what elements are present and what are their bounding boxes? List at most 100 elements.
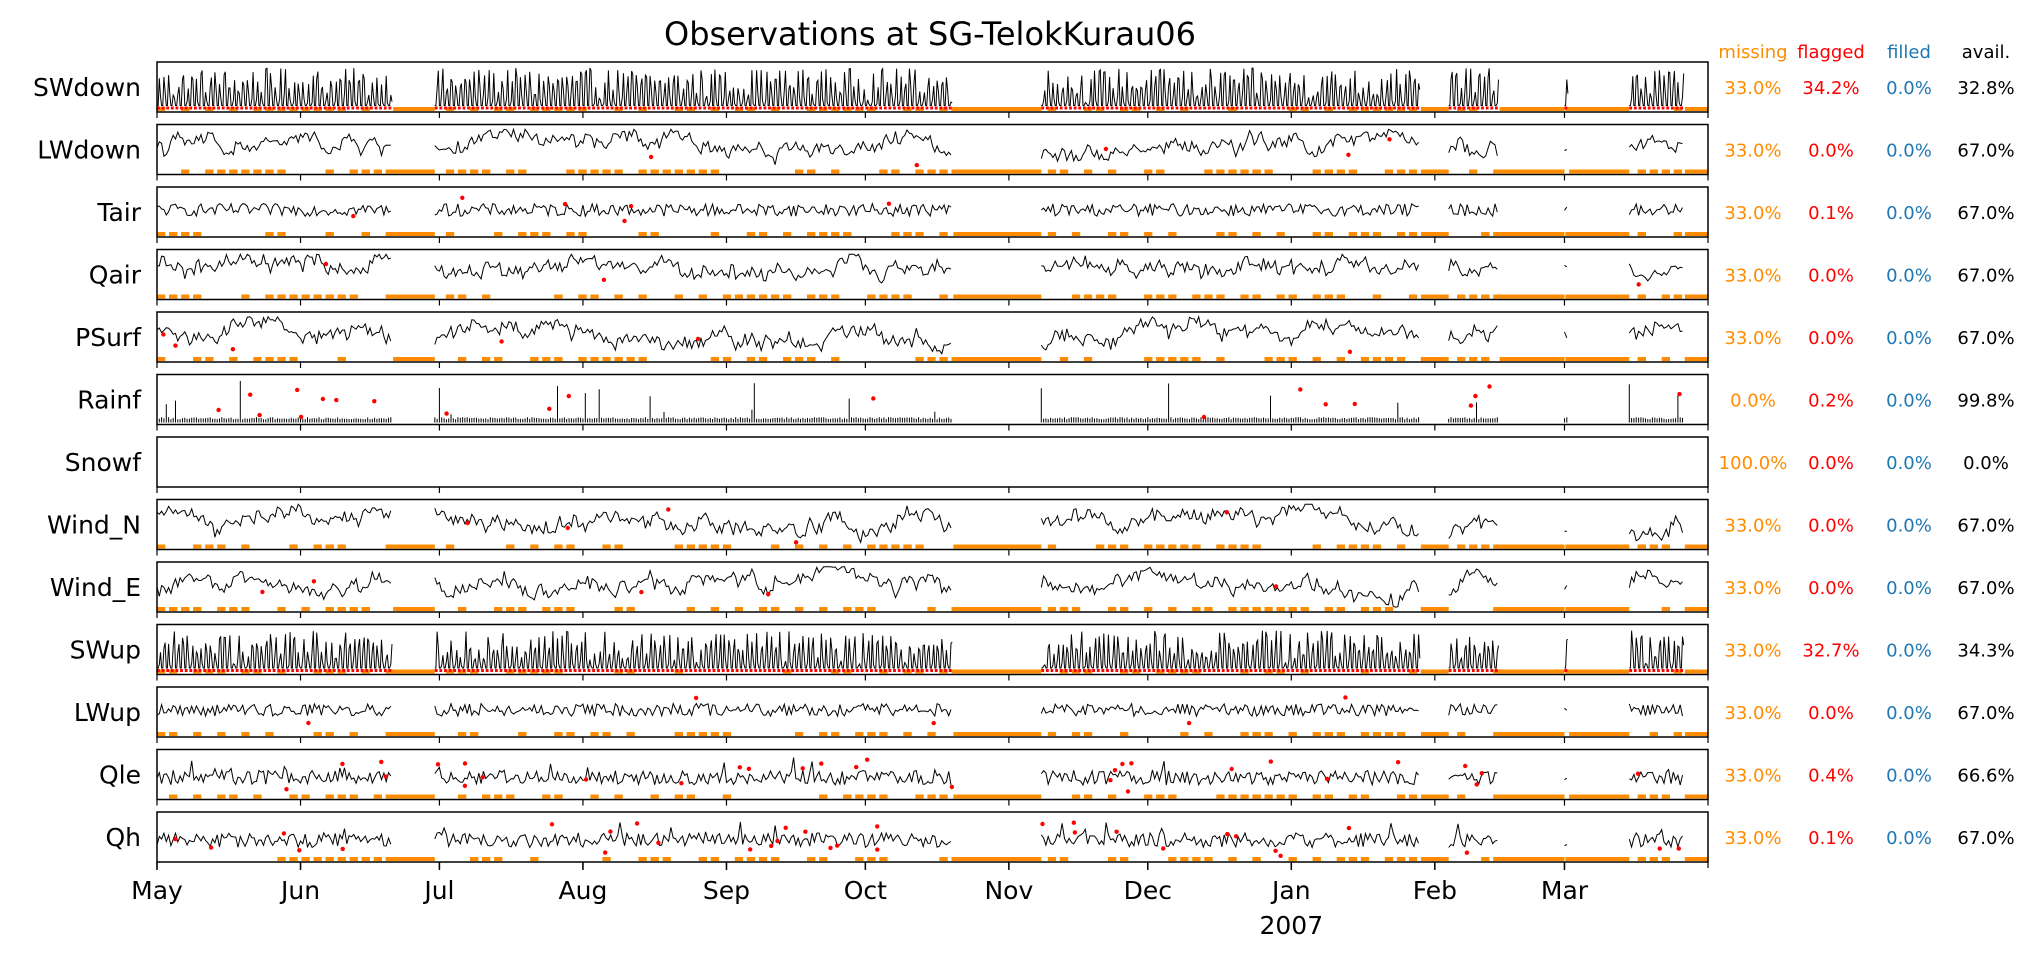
row-label-swup: SWup xyxy=(70,636,141,665)
flagged-point xyxy=(1125,789,1131,794)
row-label-psurf: PSurf xyxy=(75,323,142,352)
stat-flagged: 0.0% xyxy=(1808,516,1854,537)
row-label-swdown: SWdown xyxy=(33,73,141,102)
flagged-point xyxy=(871,396,876,401)
stat-avail: 66.6% xyxy=(1957,766,2014,787)
flagged-point xyxy=(1278,853,1283,858)
flagged-point xyxy=(340,846,345,852)
flagged-point xyxy=(1474,782,1479,787)
flagged-point xyxy=(340,761,345,767)
flagged-point xyxy=(161,332,166,337)
stat-filled: 0.0% xyxy=(1886,828,1932,849)
flagged-point xyxy=(1229,766,1234,772)
row-label-rainf: Rainf xyxy=(77,386,142,415)
series-line-wind-n xyxy=(156,503,1683,545)
row-label-wind-e: Wind_E xyxy=(50,573,141,602)
flagged-point xyxy=(281,831,287,836)
header-flagged: flagged xyxy=(1797,42,1865,63)
panel-frame xyxy=(156,748,1709,801)
flagged-point xyxy=(1224,509,1229,515)
panel-frame xyxy=(156,436,1709,488)
flagged-point xyxy=(783,825,788,830)
flagged-point xyxy=(1108,778,1113,783)
panel-frame xyxy=(156,498,1709,551)
flagged-point xyxy=(284,787,289,792)
flagged-point xyxy=(173,343,178,348)
x-year-label: 2007 xyxy=(1260,911,1324,940)
flagged-point xyxy=(295,387,300,393)
flagged-point xyxy=(800,766,805,771)
panel-wind-e: Wind_E 33.0% 0.0% 0.0% 67.0% xyxy=(50,561,2015,618)
flagged-point xyxy=(260,589,265,595)
flagged-point xyxy=(435,762,441,767)
flagged-point xyxy=(320,396,326,402)
stat-flagged: 0.0% xyxy=(1808,453,1854,474)
panel-lwdown: LWdown 33.0% 0.0% 0.0% 67.0% xyxy=(37,123,2015,181)
flagged-point xyxy=(216,407,221,413)
flagged-point xyxy=(1636,282,1641,287)
panel-frame xyxy=(156,623,1709,676)
stat-avail: 67.0% xyxy=(1957,266,2014,287)
flagged-point xyxy=(383,774,389,779)
x-tick-label: Dec xyxy=(1124,876,1172,905)
stat-flagged: 0.0% xyxy=(1808,141,1854,162)
stat-flagged: 0.2% xyxy=(1808,391,1854,412)
stat-flagged: 0.0% xyxy=(1808,328,1854,349)
series-line-rainf xyxy=(156,380,1683,423)
flagged-point xyxy=(1473,393,1478,399)
flagged-point xyxy=(298,414,304,420)
stat-avail: 67.0% xyxy=(1957,516,2014,537)
panel-swdown: SWdown 33.0% 34.2% 0.0% 32.8% xyxy=(33,61,2015,118)
flagged-point xyxy=(1635,771,1641,776)
series-line-qh xyxy=(156,821,1683,850)
stat-missing: 33.0% xyxy=(1724,766,1781,787)
panel-frame xyxy=(156,561,1709,613)
flagged-point xyxy=(1346,152,1351,157)
flagged-point xyxy=(748,847,753,852)
flagged-point xyxy=(248,392,253,397)
panel-swup: SWup 33.0% 32.7% 0.0% 34.3% xyxy=(70,623,2015,681)
stat-filled: 0.0% xyxy=(1886,578,1932,599)
series-line-swup xyxy=(157,630,1685,669)
panels: SWdown 33.0% 34.2% 0.0% 32.8% LWdown 33.0% 0.0%… xyxy=(33,61,2015,868)
flagged-point xyxy=(1233,834,1239,839)
stat-missing: 33.0% xyxy=(1724,703,1781,724)
stat-filled: 0.0% xyxy=(1886,766,1932,787)
panel-psurf: PSurf 33.0% 0.0% 0.0% 67.0% xyxy=(75,311,2015,368)
stat-filled: 0.0% xyxy=(1886,453,1932,474)
flagged-point xyxy=(480,775,485,780)
x-tick-label: Feb xyxy=(1413,876,1457,905)
stat-avail: 67.0% xyxy=(1957,828,2014,849)
panel-qle: Qle 33.0% 0.4% 0.0% 66.6% xyxy=(99,748,2015,806)
panel-frame xyxy=(156,61,1709,113)
flagged-point xyxy=(1273,584,1279,589)
x-tick-label: Mar xyxy=(1541,876,1589,905)
flagged-point xyxy=(465,520,470,526)
flagged-point xyxy=(622,218,627,224)
stat-flagged: 0.4% xyxy=(1808,766,1854,787)
row-label-lwup: LWup xyxy=(74,698,141,727)
flagged-point xyxy=(769,843,774,849)
flagged-point xyxy=(949,784,955,790)
flagged-point xyxy=(444,411,449,416)
panel-frame xyxy=(156,311,1709,363)
stat-flagged: 0.0% xyxy=(1808,703,1854,724)
stat-filled: 0.0% xyxy=(1886,328,1932,349)
flagged-point xyxy=(1395,760,1401,765)
panel-frame xyxy=(156,186,1709,238)
flagged-point xyxy=(639,589,644,595)
x-tick-label: Jul xyxy=(422,876,454,905)
panel-rainf: Rainf 0.0% 0.2% 0.0% 99.8% xyxy=(77,373,2015,431)
header-missing: missing xyxy=(1718,42,1787,63)
series-line-wind-e xyxy=(156,566,1683,608)
flagged-point xyxy=(695,336,701,342)
stat-flagged: 0.1% xyxy=(1808,828,1854,849)
flagged-point xyxy=(565,525,570,531)
flagged-point xyxy=(1676,846,1682,851)
flagged-point xyxy=(1114,829,1119,834)
flagged-point xyxy=(1268,759,1274,764)
header-filled: filled xyxy=(1887,42,1931,63)
stat-flagged: 32.7% xyxy=(1802,641,1859,662)
flagged-point xyxy=(656,840,661,845)
